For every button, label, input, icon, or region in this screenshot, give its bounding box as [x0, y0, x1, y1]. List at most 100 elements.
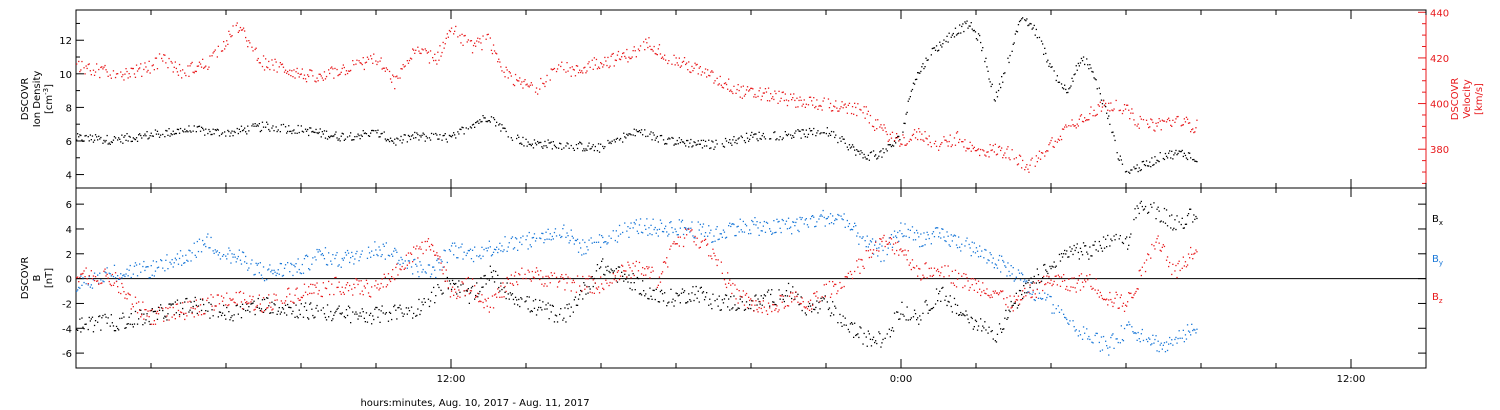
series-point-bz [1133, 294, 1135, 296]
y-tick-label: -4 [62, 324, 72, 335]
series-point-by [376, 253, 378, 256]
series-point-by [450, 245, 453, 247]
series-point-bz [1015, 299, 1017, 301]
series-point-velocity [78, 60, 80, 63]
series-point-by [427, 264, 430, 266]
series-point-by [634, 223, 636, 225]
series-point-bx [427, 298, 430, 300]
series-point-ion-density [555, 147, 558, 149]
series-point-by [574, 239, 577, 242]
series-point-velocity [492, 44, 495, 46]
series-point-velocity [226, 40, 228, 42]
series-point-ion-density [1032, 27, 1034, 29]
series-point-ion-density [668, 137, 670, 139]
series-point-bx [837, 322, 839, 324]
series-point-velocity [257, 57, 259, 60]
series-point-velocity [172, 71, 174, 73]
series-point-bz [1063, 274, 1065, 276]
series-point-bz [474, 285, 476, 287]
series-point-bx [576, 304, 579, 306]
series-point-velocity [565, 71, 567, 73]
series-point-bz [1061, 280, 1064, 282]
series-point-bx [650, 295, 652, 297]
series-point-ion-density [543, 145, 545, 147]
series-point-velocity [728, 78, 730, 80]
series-point-velocity [1093, 109, 1095, 111]
series-point-velocity [941, 142, 943, 144]
series-point-velocity [698, 67, 700, 69]
series-point-bx [492, 270, 495, 272]
series-point-ion-density [856, 149, 858, 151]
series-point-ion-density [273, 130, 275, 132]
series-point-velocity [802, 103, 804, 105]
series-point-velocity [571, 66, 573, 68]
series-point-bx [1111, 240, 1113, 242]
series-point-by [552, 238, 554, 240]
series-point-bx [438, 286, 440, 289]
series-point-ion-density [696, 143, 698, 146]
series-point-ion-density [680, 139, 683, 141]
series-point-bz [284, 300, 287, 302]
series-point-ion-density [436, 134, 438, 136]
series-point-bz [713, 252, 715, 254]
series-point-velocity [404, 65, 406, 67]
series-point-bz [752, 300, 754, 302]
series-point-ion-density [1126, 170, 1128, 173]
series-point-velocity [449, 30, 452, 33]
series-point-bx [156, 318, 159, 320]
series-point-velocity [1063, 128, 1065, 130]
series-point-bz [1029, 284, 1031, 286]
series-point-bz [98, 283, 100, 285]
series-point-bx [278, 307, 280, 309]
series-point-bx [1035, 282, 1037, 284]
series-point-bz [749, 299, 751, 302]
series-point-bz [144, 309, 146, 311]
series-point-bx [454, 283, 456, 285]
series-point-ion-density [207, 132, 209, 135]
series-point-by [897, 231, 899, 234]
series-point-ion-density [1106, 112, 1108, 114]
series-point-bx [828, 307, 831, 309]
series-point-velocity [596, 68, 599, 70]
series-point-velocity [173, 66, 175, 68]
series-point-ion-density [1088, 68, 1090, 70]
series-point-bz [1044, 283, 1046, 286]
series-point-ion-density [424, 140, 426, 142]
series-point-bx [385, 312, 387, 314]
series-point-velocity [175, 67, 177, 70]
series-point-ion-density [806, 136, 809, 138]
series-point-by [865, 246, 867, 248]
series-point-bx [98, 315, 100, 318]
series-point-by [781, 218, 783, 221]
series-point-bz [479, 300, 481, 302]
series-point-ion-density [573, 149, 575, 151]
series-point-velocity [98, 68, 100, 71]
series-point-ion-density [521, 143, 523, 145]
series-point-ion-density [950, 36, 952, 38]
series-point-ion-density [798, 130, 800, 132]
series-point-bz [322, 282, 324, 284]
series-point-bx [486, 278, 488, 280]
series-point-bz [707, 243, 709, 245]
series-point-ion-density [640, 129, 643, 131]
series-point-ion-density [787, 133, 790, 135]
series-point-bx [77, 329, 79, 331]
series-point-bz [784, 305, 786, 308]
series-point-by [1082, 326, 1085, 328]
series-point-bx [194, 296, 196, 299]
series-point-velocity [274, 58, 276, 60]
series-point-ion-density [286, 132, 288, 134]
series-point-velocity [188, 75, 190, 77]
series-point-velocity [528, 86, 530, 88]
series-point-by [498, 248, 500, 250]
x-axis-title: hours:minutes, Aug. 10, 2017 - Aug. 11, … [360, 398, 589, 409]
series-point-ion-density [300, 125, 302, 127]
series-point-bx [435, 295, 437, 297]
series-point-velocity [1037, 157, 1040, 159]
series-point-velocity [893, 140, 896, 142]
series-point-velocity [145, 66, 147, 68]
series-point-bz [1076, 282, 1078, 284]
series-point-bx [79, 318, 81, 320]
series-point-velocity [406, 60, 408, 62]
series-point-bz [993, 292, 995, 294]
